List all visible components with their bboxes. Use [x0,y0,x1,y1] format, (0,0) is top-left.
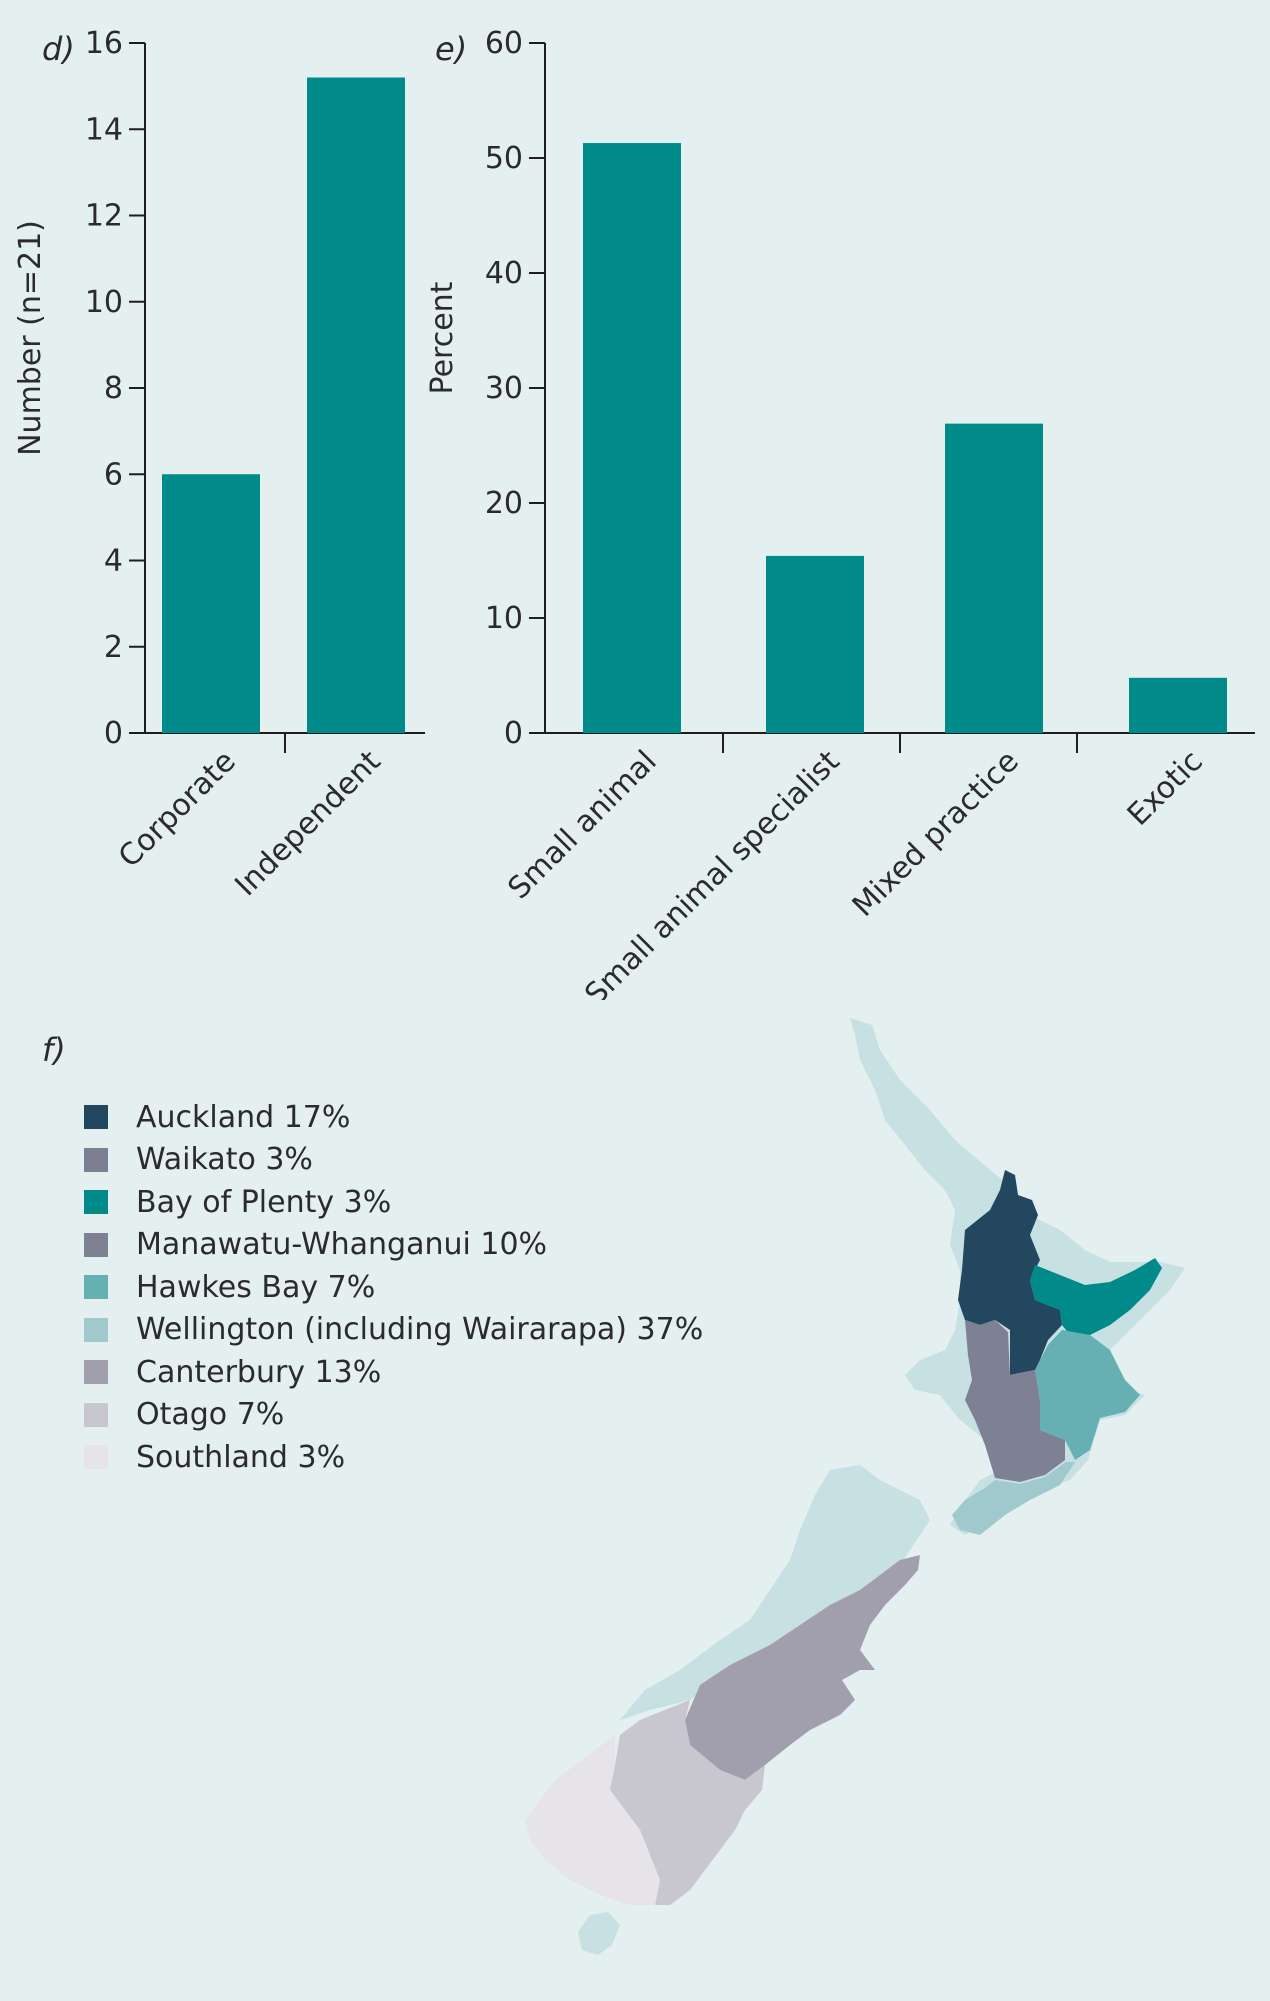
panel-label-e: e) [435,30,467,68]
map-region-wellington [952,1462,1075,1535]
legend-label: Hawkes Bay 7% [136,1269,376,1305]
legend-item: Hawkes Bay 7% [84,1266,762,1309]
bar-exotic [1129,677,1227,733]
legend-swatch [84,1402,108,1427]
bar-charts: d)0246810121416CorporateIndependentNumbe… [13,26,1255,1000]
y-tick-label: 16 [85,26,123,61]
map-south-island-land [610,1465,930,1735]
legend-label: Manawatu-Whanganui 10% [136,1227,548,1263]
map-region-bay-of-plenty [1030,1258,1162,1335]
legend-swatch [84,1445,108,1470]
legend-swatch [84,1360,108,1385]
legend-item: Southland 3% [84,1436,762,1479]
y-tick-label: 2 [104,630,123,665]
legend-swatch [84,1105,108,1130]
legend-label: Wellington (including Wairarapa) 37% [136,1312,704,1348]
y-tick-label: 40 [485,256,523,291]
y-tick-label: 10 [85,285,123,320]
legend-label: Otago 7% [136,1397,285,1433]
map-region-otago [610,1700,765,1905]
y-tick-label: 0 [504,716,523,751]
legend-item: Bay of Plenty 3% [84,1181,762,1224]
map-region-auckland [958,1170,1062,1375]
bar-mixed-practice [945,423,1043,733]
panel-label-f: f) [42,1031,66,1069]
map-region-manawatu-whanganui [965,1320,1065,1482]
y-tick-label: 30 [485,371,523,406]
map-region-canterbury [685,1555,920,1780]
legend-item: Wellington (including Wairarapa) 37% [84,1309,762,1352]
legend-swatch [84,1147,108,1172]
y-tick-label: 10 [485,601,523,636]
legend-item: Waikato 3% [84,1139,762,1182]
legend-item: Auckland 17% [84,1096,762,1139]
y-tick-label: 0 [104,716,123,751]
legend-label: Southland 3% [136,1439,346,1475]
legend-item: Manawatu-Whanganui 10% [84,1224,762,1267]
legend-swatch [84,1275,108,1300]
y-tick-label: 20 [485,486,523,521]
legend-item: Otago 7% [84,1394,762,1437]
legend-item: Canterbury 13% [84,1351,762,1394]
map-legend: f) Auckland 17% Waikato 3% Bay of Plenty 3… [42,1030,762,1479]
y-tick-label: 60 [485,26,523,61]
y-tick-label: 12 [85,199,123,234]
map-stewart-island [578,1912,620,1955]
legend-label: Canterbury 13% [136,1354,382,1390]
legend-swatch [84,1190,108,1215]
bar-small-animal-specialist [766,555,864,733]
map-region-hawkes-bay [1035,1330,1140,1460]
legend-swatch [84,1317,108,1342]
y-tick-label: 8 [104,371,123,406]
y-tick-label: 14 [85,112,123,147]
legend-swatch [84,1232,108,1257]
bar-independent [307,77,405,733]
y-tick-label: 50 [485,141,523,176]
legend-label: Auckland 17% [136,1099,351,1135]
y-tick-label: 4 [104,544,123,579]
panel-label-d: d) [42,30,75,68]
bar-small-animal [583,143,681,734]
map-region-southland [525,1735,660,1905]
legend-label: Bay of Plenty 3% [136,1184,392,1220]
legend-label: Waikato 3% [136,1142,313,1178]
y-axis-title: Number (n=21) [13,220,48,456]
y-tick-label: 6 [104,457,123,492]
bar-corporate [162,474,260,733]
y-axis-title: Percent [425,281,460,394]
